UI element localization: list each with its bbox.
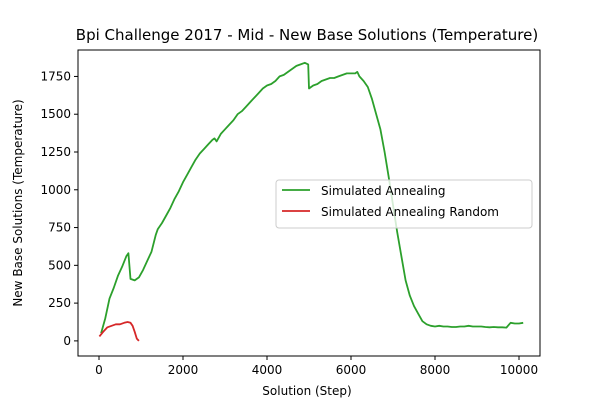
- x-axis: 0 2000 4000 6000 8000 10000: [95, 356, 538, 377]
- x-axis-label: Solution (Step): [262, 384, 351, 398]
- chart-title: Bpi Challenge 2017 - Mid - New Base Solu…: [76, 26, 538, 44]
- legend-label-simulated-annealing-random: Simulated Annealing Random: [321, 205, 499, 219]
- y-tick-label: 1000: [40, 183, 71, 197]
- plot-area: [98, 61, 524, 342]
- series-line-simulated-annealing-random: [98, 321, 140, 342]
- series-line-simulated-annealing: [100, 61, 524, 334]
- y-tick-label: 0: [63, 334, 71, 348]
- x-tick-label: 6000: [336, 363, 367, 377]
- y-tick-label: 1250: [40, 145, 71, 159]
- y-tick-label: 500: [48, 258, 71, 272]
- x-tick-label: 8000: [420, 363, 451, 377]
- legend: Simulated Annealing Simulated Annealing …: [275, 179, 533, 229]
- x-tick-label: 4000: [252, 363, 283, 377]
- x-tick-label: 2000: [168, 363, 199, 377]
- y-tick-label: 1750: [40, 69, 71, 83]
- x-tick-label: 10000: [500, 363, 538, 377]
- legend-label-simulated-annealing: Simulated Annealing: [321, 184, 446, 198]
- x-tick-label: 0: [95, 363, 103, 377]
- axes-frame: [77, 49, 541, 357]
- y-tick-label: 750: [48, 221, 71, 235]
- y-tick-label: 1500: [40, 107, 71, 121]
- legend-box: [275, 179, 533, 229]
- y-tick-label: 250: [48, 296, 71, 310]
- y-axis-label: New Base Solutions (Temperature): [11, 99, 25, 306]
- y-axis: 0 250 500 750 1000 1250 1500 1750: [40, 69, 78, 348]
